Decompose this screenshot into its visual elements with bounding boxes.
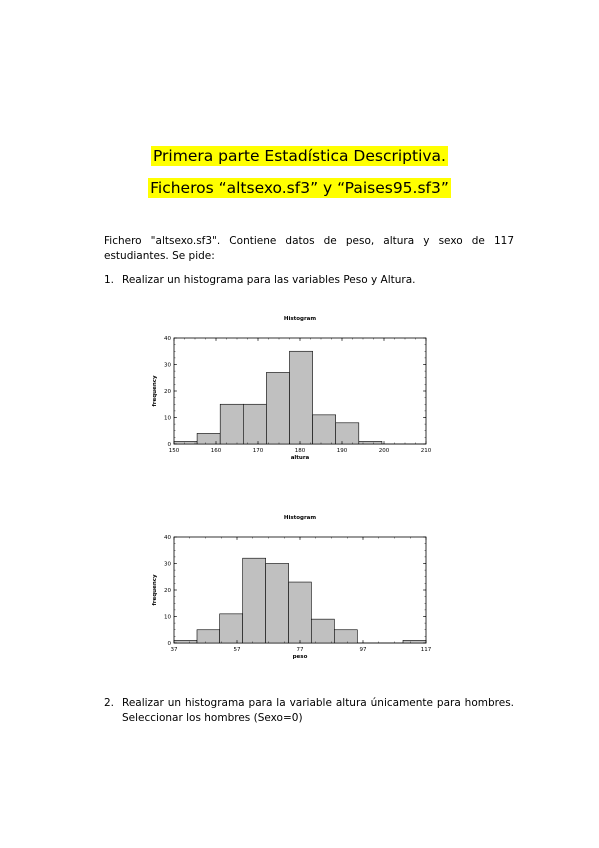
title-line-1: Primera parte Estadística Descriptiva. xyxy=(0,146,599,166)
histogram-bar xyxy=(289,350,313,445)
x-tick-label: 57 xyxy=(234,647,241,653)
x-tick-label: 190 xyxy=(337,448,348,454)
y-tick-label: 10 xyxy=(164,615,171,621)
list-item-2-text: Realizar un histograma para la variable … xyxy=(122,697,514,724)
histogram-bar xyxy=(243,403,267,445)
x-tick-label: 150 xyxy=(169,448,180,454)
list-item-1-text: Realizar un histograma para las variable… xyxy=(122,274,416,286)
histogram-bar xyxy=(219,613,243,644)
y-axis-label: frequency xyxy=(152,574,158,606)
histogram-bar xyxy=(402,640,427,644)
y-tick-label: 20 xyxy=(164,389,171,395)
intro-paragraph: Fichero "altsexo.sf3". Contiene datos de… xyxy=(104,235,514,262)
histogram-bar xyxy=(266,372,290,445)
histogram-bar xyxy=(288,581,312,644)
y-tick-label: 0 xyxy=(168,442,172,448)
chart-title: Histogram xyxy=(284,316,317,322)
list-item-2-number: 2. xyxy=(104,697,115,709)
title-line-2-text: Ficheros “altsexo.sf3” y “Paises95.sf3” xyxy=(148,178,451,198)
y-tick-label: 0 xyxy=(168,641,172,647)
histogram-bar xyxy=(335,422,360,445)
y-tick-label: 40 xyxy=(164,535,171,541)
histogram-bar xyxy=(358,441,383,445)
histogram-bar xyxy=(173,441,198,445)
histogram-bar xyxy=(196,629,220,644)
histogram-peso: Histogram 37 57 77 97 117 0 10 20 30 40 peso frequen… xyxy=(152,515,432,660)
title-line-1-text: Primera parte Estadística Descriptiva. xyxy=(150,146,448,166)
histogram-bar xyxy=(219,403,244,445)
y-tick-label: 20 xyxy=(164,588,171,594)
histogram-altura: Histogram 150 160 170 180 190 200 210 0 10 20 30 40 a… xyxy=(152,316,432,461)
x-tick-label: 97 xyxy=(360,647,367,653)
x-tick-label: 37 xyxy=(171,647,178,653)
histogram-bar xyxy=(334,629,358,644)
x-tick-label: 180 xyxy=(295,448,306,454)
chart-title: Histogram xyxy=(284,515,317,521)
x-axis-label: altura xyxy=(291,455,310,461)
x-tick-label: 77 xyxy=(297,647,304,653)
histogram-bar xyxy=(312,414,337,445)
y-tick-label: 30 xyxy=(164,562,171,568)
histogram-bar xyxy=(242,557,266,644)
histogram-bar xyxy=(173,640,198,644)
x-tick-label: 117 xyxy=(421,647,432,653)
histogram-bar xyxy=(265,563,289,644)
y-tick-label: 30 xyxy=(164,363,171,369)
y-axis-label: frequency xyxy=(152,375,158,407)
list-item-1-number: 1. xyxy=(104,274,115,286)
title-line-2: Ficheros “altsexo.sf3” y “Paises95.sf3” xyxy=(0,178,599,198)
y-tick-label: 10 xyxy=(164,416,171,422)
y-tick-label: 40 xyxy=(164,336,171,342)
x-tick-label: 170 xyxy=(253,448,264,454)
x-axis-label: peso xyxy=(293,654,308,660)
x-tick-label: 160 xyxy=(211,448,222,454)
x-tick-label: 210 xyxy=(421,448,432,454)
histogram-bar xyxy=(311,618,335,644)
x-tick-label: 200 xyxy=(379,448,390,454)
histogram-bar xyxy=(196,433,221,445)
